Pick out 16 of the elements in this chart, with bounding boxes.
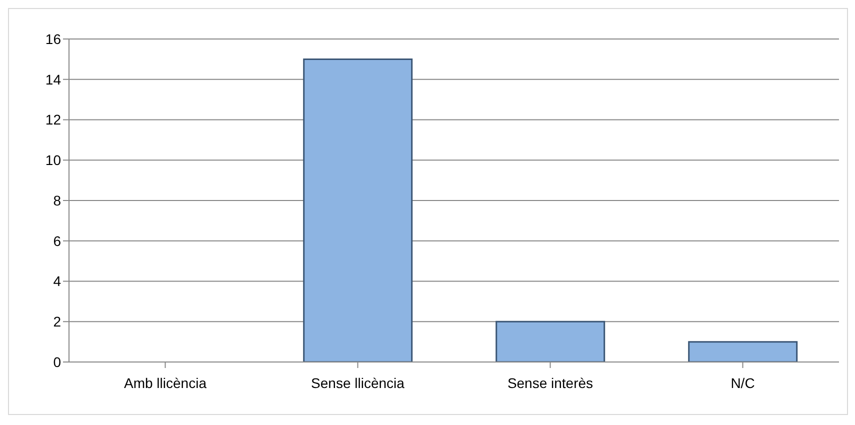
bar (303, 58, 413, 362)
x-tick-label: N/C (730, 374, 755, 391)
x-tick-label: Amb llicència (124, 374, 207, 391)
y-tick-label: 2 (53, 314, 62, 330)
bar (688, 341, 798, 362)
y-tick-label: 6 (53, 232, 62, 249)
y-tick-label: 10 (45, 152, 62, 168)
y-tick-label: 12 (45, 112, 62, 128)
bar (496, 320, 606, 362)
y-tick-label: 16 (45, 30, 62, 47)
x-tick-label: Sense interès (507, 374, 594, 391)
y-tick-label: 0 (53, 354, 62, 370)
x-tick-label: Sense llicència (311, 374, 405, 391)
y-tick-label: 14 (45, 71, 62, 88)
y-tick-label: 4 (53, 273, 62, 290)
y-tick-label: 8 (53, 192, 62, 208)
